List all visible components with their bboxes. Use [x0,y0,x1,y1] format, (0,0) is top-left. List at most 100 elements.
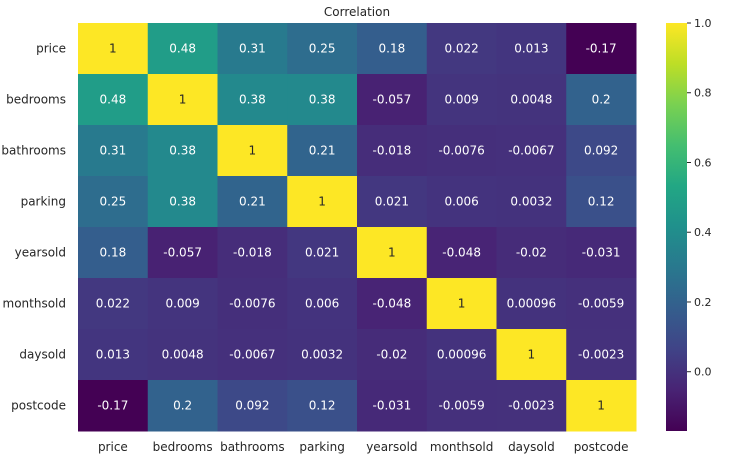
cell-value-label: -0.0059 [578,297,624,311]
heatmap-cell [496,23,567,75]
y-axis-ticks: price bedrooms bathrooms parking yearsold mon… [1,42,66,413]
cell-value-label: 0.00096 [437,348,487,362]
cell-value-label: 0.12 [309,399,336,413]
cell-value-label: 0.12 [588,195,615,209]
colorbar-ticks: 1.0 0.8 0.6 0.4 0.2 0.0 [687,17,712,379]
x-tick-label: postcode [574,440,629,454]
cell-value-label: -0.0067 [229,348,275,362]
chart-title: Correlation [324,5,390,19]
cell-value-label: 0.31 [100,144,127,158]
cell-value-label: -0.0076 [229,297,275,311]
heatmap-cell [566,278,637,330]
heatmap-cell [426,23,497,75]
cell-value-label: 0.021 [305,246,339,260]
cell-value-label: 0.25 [100,195,127,209]
heatmap-cell [426,278,497,330]
heatmap-cell [357,125,428,177]
heatmap-cell [496,329,567,381]
colorbar [666,23,687,431]
x-tick-label: parking [299,440,344,454]
x-tick-label: bedrooms [153,440,213,454]
y-tick-label: parking [21,195,66,209]
heatmap-cell [566,176,637,228]
heatmap-cell [357,227,428,279]
cell-value-label: 1 [318,195,326,209]
cell-value-label: 0.48 [100,93,127,107]
cell-value-label: -0.0023 [508,399,554,413]
heatmap-cell [217,278,288,330]
heatmap-cell [496,125,567,177]
heatmap-cell [78,125,149,177]
cell-value-label: -0.0067 [508,144,554,158]
heatmap-cell [287,278,358,330]
heatmap-cell [217,380,288,432]
heatmap-cell [496,227,567,279]
y-tick-label: price [36,42,66,56]
cell-value-label: 0.092 [584,144,618,158]
heatmap-cell [217,227,288,279]
heatmap-cell [426,176,497,228]
cell-value-label: 0.21 [309,144,336,158]
cell-value-label: 0.0032 [301,348,343,362]
cell-value-label: 0.092 [235,399,269,413]
heatmap-cell [426,227,497,279]
colorbar-tick-label: 0.2 [694,296,712,309]
cell-value-label: -0.018 [373,144,412,158]
heatmap-cell [217,125,288,177]
x-tick-label: yearsold [366,440,417,454]
heatmap-cell [78,329,149,381]
heatmap-cell [287,329,358,381]
heatmap-cell [217,74,288,126]
cell-value-label: -0.0059 [438,399,484,413]
y-tick-label: daysold [19,348,66,362]
y-tick-label: bathrooms [1,144,66,158]
heatmap-cell [147,23,218,75]
cell-value-label: 1 [458,297,466,311]
colorbar-tick-label: 0.0 [694,366,712,379]
cell-value-label: 0.38 [239,93,266,107]
cell-value-label: -0.048 [442,246,481,260]
cell-value-label: -0.02 [376,348,407,362]
heatmap-cell [287,227,358,279]
heatmap-cell [287,74,358,126]
heatmap-cell [287,125,358,177]
heatmap-cell [78,380,149,432]
cell-value-label: -0.057 [373,93,412,107]
heatmap-cell [496,278,567,330]
heatmap-cell [217,176,288,228]
cell-value-label: 0.38 [309,93,336,107]
cell-value-label: 0.013 [96,348,130,362]
heatmap-cell [78,176,149,228]
heatmap-cell [357,74,428,126]
cell-value-label: 0.0048 [162,348,204,362]
heatmap-cell [357,23,428,75]
cell-value-label: 0.18 [100,246,127,260]
heatmap-cells: 1 0.48 0.31 0.25 0.18 0.022 0.013 -0.17 0.48 1 0.3… [78,23,637,432]
cell-value-label: 0.022 [96,297,130,311]
x-tick-label: daysold [508,440,555,454]
cell-value-label: 0.00096 [507,297,557,311]
cell-value-label: 0.2 [592,93,611,107]
heatmap-cell [147,125,218,177]
heatmap-cell [566,23,637,75]
cell-value-label: 0.2 [173,399,192,413]
cell-value-label: 0.021 [375,195,409,209]
heatmap-cell [78,278,149,330]
heatmap-cell [566,125,637,177]
cell-value-label: 0.21 [239,195,266,209]
cell-value-label: -0.031 [373,399,412,413]
heatmap-cell [496,380,567,432]
heatmap-cell [426,329,497,381]
y-tick-label: monthsold [3,297,67,311]
cell-value-label: -0.02 [516,246,547,260]
colorbar-tick-label: 0.8 [694,87,712,100]
heatmap-cell [496,176,567,228]
heatmap-cell [357,176,428,228]
heatmap-cell [426,74,497,126]
heatmap-cell [78,227,149,279]
cell-value-label: -0.0023 [578,348,624,362]
y-tick-label: postcode [11,399,66,413]
colorbar-tick-label: 1.0 [694,17,712,30]
heatmap-cell [78,74,149,126]
x-axis-ticks: price bedrooms bathrooms parking yearsold mon… [98,440,629,454]
